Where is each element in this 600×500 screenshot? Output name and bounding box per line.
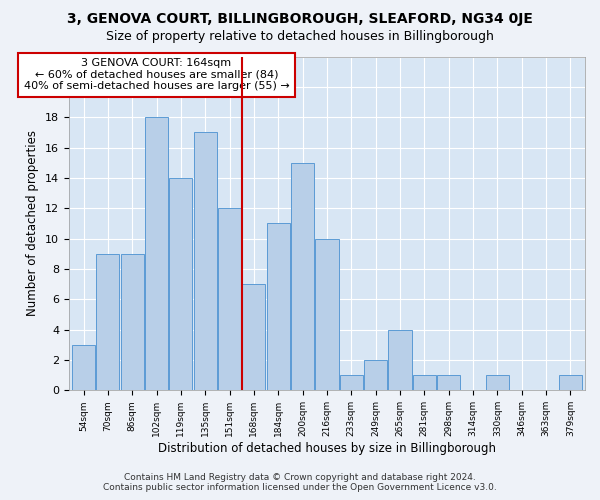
X-axis label: Distribution of detached houses by size in Billingborough: Distribution of detached houses by size … bbox=[158, 442, 496, 455]
Bar bbox=[218, 208, 241, 390]
Bar bbox=[96, 254, 119, 390]
Bar bbox=[486, 375, 509, 390]
Bar bbox=[559, 375, 582, 390]
Bar bbox=[145, 117, 168, 390]
Text: Contains HM Land Registry data © Crown copyright and database right 2024.
Contai: Contains HM Land Registry data © Crown c… bbox=[103, 473, 497, 492]
Bar bbox=[72, 345, 95, 391]
Text: Size of property relative to detached houses in Billingborough: Size of property relative to detached ho… bbox=[106, 30, 494, 43]
Text: 3 GENOVA COURT: 164sqm
← 60% of detached houses are smaller (84)
40% of semi-det: 3 GENOVA COURT: 164sqm ← 60% of detached… bbox=[23, 58, 289, 92]
Y-axis label: Number of detached properties: Number of detached properties bbox=[26, 130, 40, 316]
Bar bbox=[291, 162, 314, 390]
Bar bbox=[364, 360, 387, 390]
Bar bbox=[316, 238, 338, 390]
Bar bbox=[437, 375, 460, 390]
Bar bbox=[169, 178, 193, 390]
Bar bbox=[267, 224, 290, 390]
Text: 3, GENOVA COURT, BILLINGBOROUGH, SLEAFORD, NG34 0JE: 3, GENOVA COURT, BILLINGBOROUGH, SLEAFOR… bbox=[67, 12, 533, 26]
Bar bbox=[242, 284, 265, 391]
Bar bbox=[194, 132, 217, 390]
Bar bbox=[413, 375, 436, 390]
Bar bbox=[121, 254, 144, 390]
Bar bbox=[388, 330, 412, 390]
Bar bbox=[340, 375, 363, 390]
